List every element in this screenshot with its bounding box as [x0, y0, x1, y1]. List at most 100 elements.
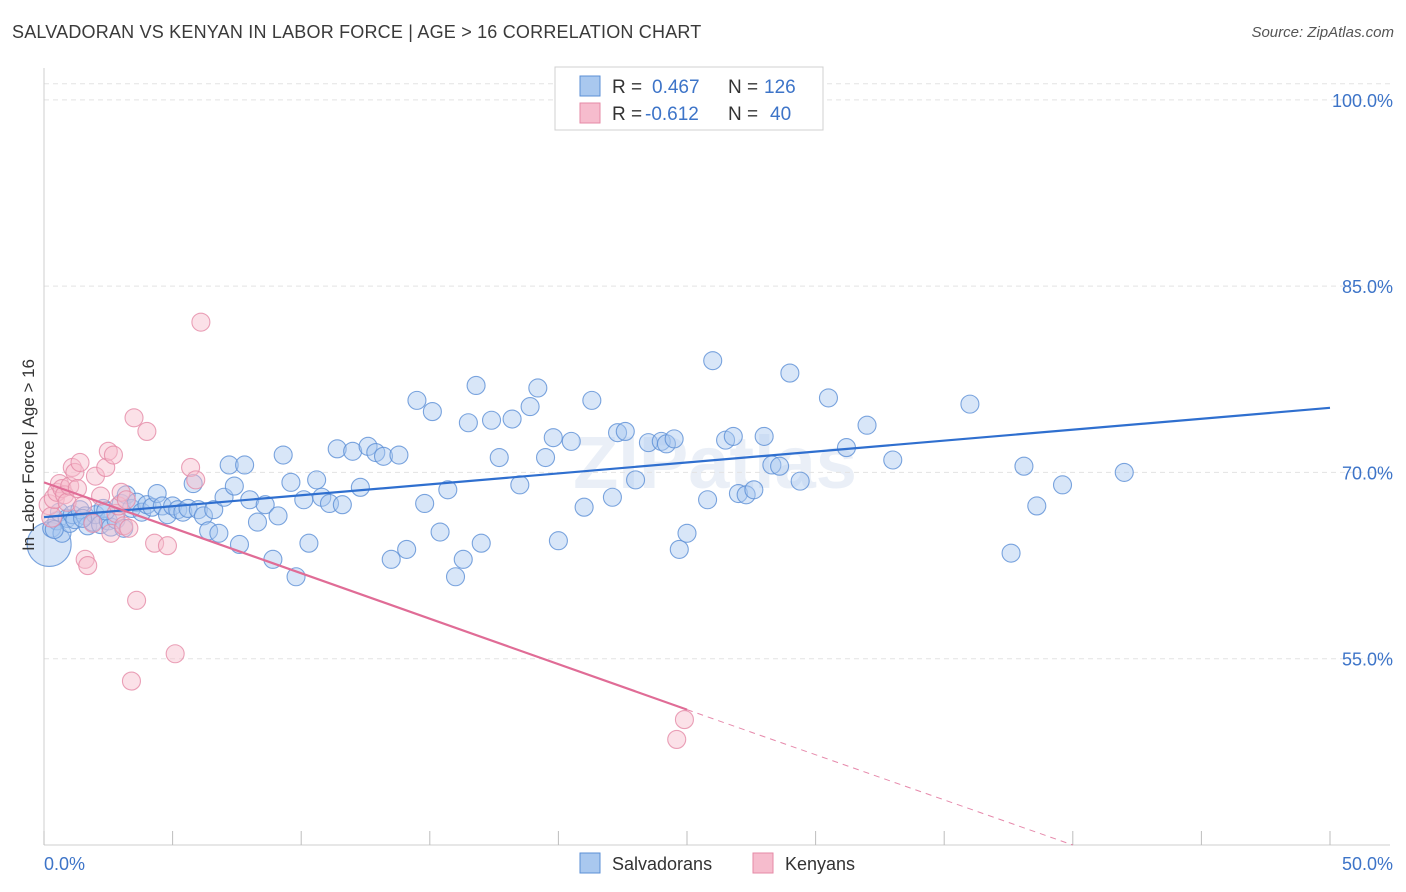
kenyan-point: [181, 457, 201, 478]
salvadoran-point: [960, 394, 980, 414]
salvadoran-point: [677, 523, 697, 543]
salvadoran-point: [219, 455, 239, 475]
salvadoran-point: [430, 522, 450, 542]
legend-kenyans-swatch: [752, 852, 774, 874]
salvadoran-point: [281, 472, 301, 492]
y-tick-labels: 55.0% 70.0% 85.0% 100.0%: [1332, 91, 1393, 670]
legend-pink-swatch: [579, 102, 601, 124]
salvadoran-point: [481, 410, 502, 430]
salvadoran-point: [664, 429, 684, 449]
salvadoran-point: [397, 539, 417, 559]
salvadoran-point: [626, 470, 646, 490]
salvadoran-point: [1052, 475, 1073, 495]
y-tick-label: 85.0%: [1342, 277, 1393, 297]
kenyan-point: [119, 518, 139, 538]
x-tick-label: 0.0%: [44, 854, 85, 874]
x-tick-labels: 0.0% 50.0%: [44, 854, 1393, 874]
x-tick-label: 50.0%: [1342, 854, 1393, 874]
salvadoran-point: [818, 388, 839, 408]
salvadoran-point: [147, 483, 167, 504]
legend-salvadorans-label: Salvadorans: [612, 854, 712, 874]
salvadoran-point: [502, 409, 522, 429]
kenyan-point: [667, 729, 687, 749]
salvadoran-point: [728, 483, 748, 504]
salvadoran-point: [543, 428, 563, 448]
legend-pink-n-value: 40: [770, 104, 791, 125]
kenyan-point: [186, 470, 206, 490]
legend-pink-r-value: -0.612: [645, 104, 699, 125]
legend-blue-swatch: [579, 75, 601, 97]
salvadoran-point: [608, 423, 628, 443]
kenyan-point: [70, 452, 90, 473]
salvadoran-point: [883, 450, 903, 470]
legend-blue-r-label: R =: [612, 77, 642, 98]
kenyan-point: [674, 710, 694, 730]
kenyan-point: [157, 536, 178, 556]
axes: [43, 68, 1390, 846]
salvadoran-point: [548, 531, 568, 551]
salvadoran-point: [510, 475, 530, 495]
legend-blue-n-value: 126: [764, 77, 796, 98]
legend-pink-n-label: N =: [728, 104, 758, 125]
salvadoran-point: [574, 497, 594, 517]
gridlines: [44, 83, 1390, 660]
salvadoran-point: [857, 415, 877, 435]
trendlines: [43, 406, 1331, 846]
legend-blue-n-label: N =: [728, 77, 758, 98]
salvadoran-point: [669, 539, 689, 559]
salvadoran-point: [471, 533, 491, 553]
salvadoran-point: [780, 363, 800, 383]
salvadorans-trendline: [43, 406, 1331, 519]
kenyan-point: [124, 408, 144, 428]
kenyan-point: [65, 462, 85, 482]
salvadoran-point: [422, 402, 442, 422]
kenyan-point: [191, 312, 211, 332]
legend-blue-r-value: 0.467: [652, 77, 700, 98]
salvadoran-point: [358, 436, 378, 456]
kenyans-trendline-extension: [686, 709, 1073, 846]
salvadoran-point: [193, 506, 214, 526]
salvadoran-point: [247, 512, 268, 532]
salvadoran-point: [327, 439, 347, 459]
salvadoran-point: [458, 413, 478, 433]
salvadoran-point: [489, 447, 509, 468]
series-legend: Salvadorans Kenyans: [579, 852, 855, 874]
salvadoran-point: [703, 351, 723, 371]
salvadoran-point: [520, 397, 540, 417]
y-axis-label: In Labor Force | Age > 16: [19, 359, 38, 551]
correlation-legend: R = 0.467 N = 126 R = -0.612 N = 40: [554, 66, 824, 131]
y-tick-label: 70.0%: [1342, 463, 1393, 483]
salvadoran-point: [770, 456, 790, 476]
salvadoran-point: [209, 523, 229, 543]
kenyan-point: [43, 487, 65, 510]
salvadoran-point: [183, 474, 203, 494]
salvadoran-point: [204, 500, 224, 520]
salvadoran-point: [255, 495, 275, 515]
kenyan-point: [127, 590, 147, 610]
salvadoran-point: [307, 470, 327, 490]
chart-title: SALVADORAN VS KENYAN IN LABOR FORCE | AG…: [12, 22, 702, 42]
kenyan-point: [165, 644, 185, 664]
salvadoran-point: [466, 375, 486, 396]
salvadoran-point: [1001, 543, 1021, 563]
salvadoran-point: [350, 477, 370, 497]
kenyan-point: [83, 513, 103, 533]
kenyan-point: [114, 516, 134, 536]
kenyans-trendline: [43, 481, 688, 711]
legend-salvadorans-swatch: [579, 852, 601, 874]
salvadoran-point: [44, 519, 64, 540]
salvadoran-point: [754, 426, 774, 446]
salvadoran-point: [790, 471, 810, 491]
kenyan-point: [121, 671, 141, 691]
kenyan-point: [78, 556, 98, 576]
kenyan-point: [116, 490, 136, 510]
salvadoran-point: [407, 390, 427, 410]
salvadoran-point: [535, 447, 556, 468]
salvadoran-point: [235, 455, 255, 475]
salvadoran-point: [173, 502, 193, 522]
salvadoran-point: [453, 549, 473, 569]
salvadoran-point: [561, 431, 581, 451]
salvadoran-point: [698, 490, 718, 510]
salvadoran-point: [343, 441, 363, 461]
